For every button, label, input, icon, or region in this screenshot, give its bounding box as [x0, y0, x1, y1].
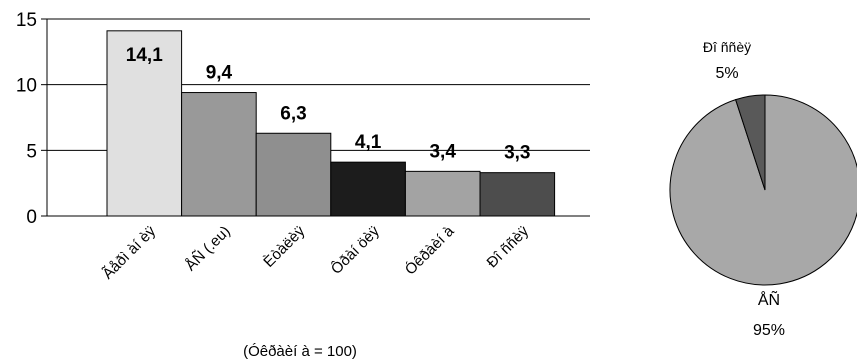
bar — [181, 92, 257, 217]
bar-chart: 14,1 9,4 6,3 4,1 3,4 3,3 0 5 10 15 Ãåðì àí èÿ ÅÑ … — [16, 10, 590, 360]
bar-value-label: 3,3 — [504, 143, 530, 164]
bar-value-label: 4,1 — [355, 132, 382, 153]
bar-value-label: 3,4 — [429, 141, 456, 162]
pie-slice — [735, 94, 766, 191]
y-tick-labels: 0 5 10 15 — [16, 10, 37, 228]
pie-slice-value: 95% — [753, 322, 785, 339]
x-tick-labels: Ãåðì àí èÿ ÅÑ (.eu) Èòàëèÿ Ôðàí öèÿ Óêðàèí à… — [99, 222, 532, 282]
bar-value-label: 6,3 — [280, 103, 306, 124]
pie-slice-label: ÅÑ — [758, 289, 780, 309]
x-tick-label: Ôðàí öèÿ — [328, 222, 383, 277]
pie-slice-label: Ðî ññèÿ — [703, 39, 751, 55]
bar-value-label: 14,1 — [126, 45, 163, 66]
x-tick-label: Óêðàèí à — [402, 222, 458, 278]
pie-slices — [669, 94, 857, 286]
y-tick-label: 10 — [16, 76, 37, 97]
pie-chart: ÅÑ 95% Ðî ññèÿ 5% — [669, 39, 857, 339]
bars — [106, 30, 556, 217]
bar — [330, 161, 406, 217]
chart-note: (Óêðàèí à = 100) — [243, 343, 357, 360]
x-tick-label: Èòàëèÿ — [260, 222, 308, 270]
x-tick-label: Ãåðì àí èÿ — [99, 222, 159, 282]
y-tick-label: 15 — [16, 10, 37, 31]
bar — [404, 170, 481, 217]
bar — [479, 172, 556, 217]
y-tick-label: 5 — [26, 141, 37, 162]
x-tick-label: ÅÑ (.eu) — [182, 223, 234, 275]
pie-labels: ÅÑ 95% Ðî ññèÿ 5% — [703, 39, 785, 339]
bar-value-label: 9,4 — [206, 63, 233, 84]
y-tick-label: 0 — [26, 207, 37, 228]
pie-slice — [669, 94, 857, 286]
x-tick-label: Ðî ññèÿ — [484, 222, 533, 271]
bar — [255, 132, 332, 217]
pie-slice-value: 5% — [715, 65, 738, 82]
value-labels: 14,1 9,4 6,3 4,1 3,4 3,3 — [126, 45, 531, 164]
